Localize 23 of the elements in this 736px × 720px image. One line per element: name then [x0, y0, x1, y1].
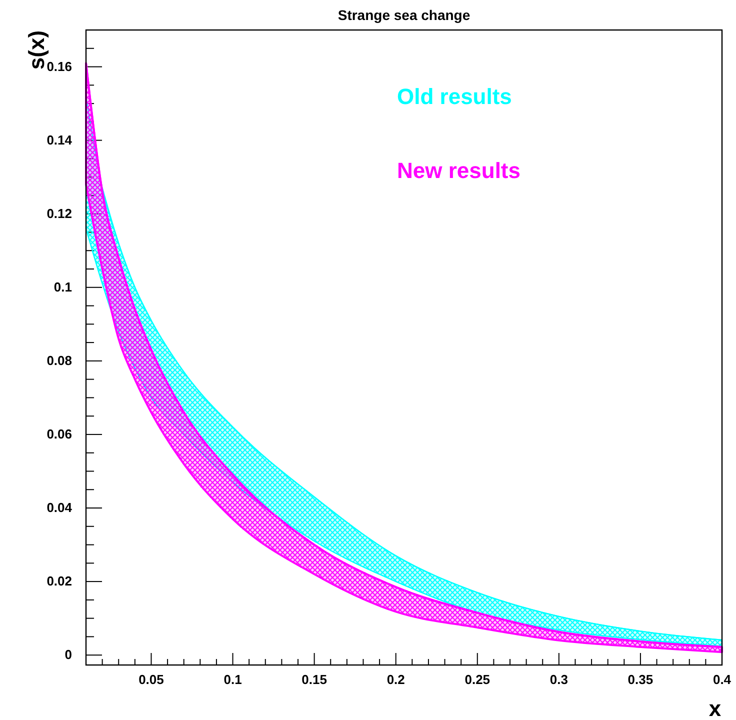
- y-tick-label: 0.04: [46, 500, 73, 516]
- x-tick-label: 0.15: [302, 672, 327, 688]
- y-tick-label: 0.14: [46, 132, 73, 148]
- y-tick-label: 0: [64, 647, 72, 662]
- x-tick-label: 0.35: [628, 672, 654, 688]
- y-tick-label: 0.16: [46, 58, 72, 74]
- x-tick-label: 0.4: [712, 672, 732, 688]
- x-axis-title: x: [708, 696, 722, 720]
- y-axis-title: s(x): [24, 30, 49, 70]
- line-series: [102, 188, 723, 641]
- y-tick-label: 0.12: [46, 206, 72, 222]
- x-tick-label: 0.2: [386, 672, 405, 688]
- x-tick-label: 0.05: [138, 672, 164, 688]
- text: New results: [397, 158, 520, 183]
- y-tick-label: 0.02: [46, 574, 72, 589]
- x-tick-label: 0.3: [550, 672, 568, 688]
- x-tick-label: 0.25: [464, 672, 490, 688]
- y-tick-label: 0.1: [54, 280, 72, 295]
- y-tick-label: 0.08: [46, 353, 72, 368]
- chart-title: Strange sea change: [338, 7, 470, 23]
- y-tick-label: 0.06: [46, 426, 72, 442]
- x-tick-label: 0.1: [224, 672, 242, 688]
- text: Old results: [397, 84, 512, 109]
